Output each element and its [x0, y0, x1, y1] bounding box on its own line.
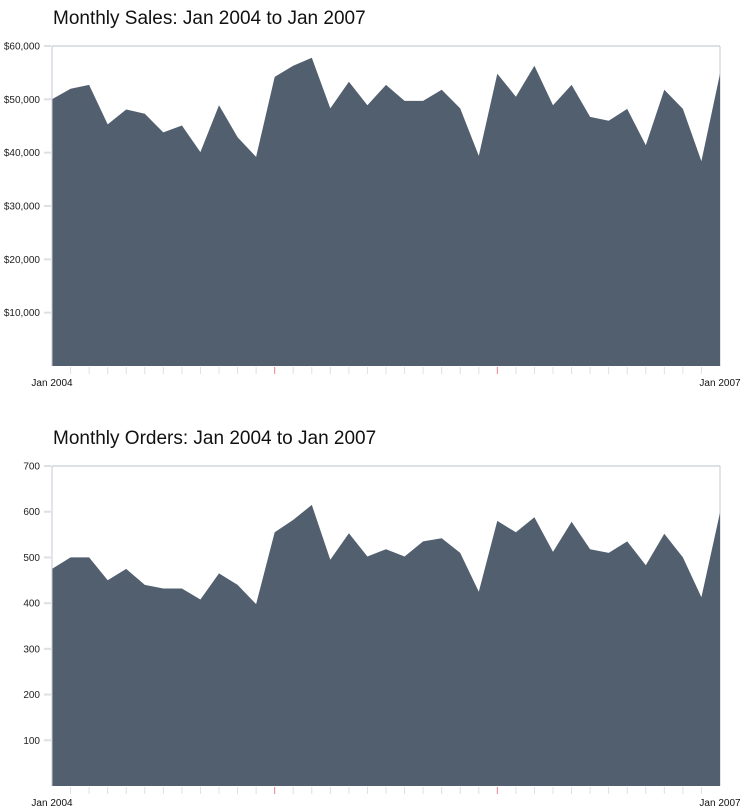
orders-chart: Monthly Orders: Jan 2004 to Jan 2007 100…: [0, 420, 741, 808]
y-tick-label: 500: [23, 553, 40, 564]
orders-chart-plot: 100 200 300 400 500 600 700 Jan 2004 Jan 2007: [23, 462, 741, 808]
y-tick-label: $40,000: [4, 148, 41, 159]
y-tick-label: $50,000: [4, 95, 41, 106]
x-start-label: Jan 2004: [31, 798, 73, 808]
x-end-label: Jan 2007: [699, 798, 741, 808]
y-tick-label: $20,000: [4, 255, 41, 266]
chart-title: Monthly Sales: Jan 2004 to Jan 2007: [53, 8, 366, 29]
y-tick-label: 700: [23, 462, 40, 473]
y-tick-label: 200: [23, 690, 40, 701]
sales-chart: Monthly Sales: Jan 2004 to Jan 2007 $10,…: [0, 0, 741, 400]
y-tick-label: $60,000: [4, 42, 41, 53]
y-tick-label: 600: [23, 507, 40, 518]
y-tick-label: $30,000: [4, 202, 41, 213]
y-tick-label: 100: [23, 736, 40, 747]
x-start-label: Jan 2004: [31, 378, 73, 389]
sales-chart-plot: $10,000 $20,000 $30,000 $40,000 $50,000 $60,0…: [4, 42, 741, 390]
y-tick-label: 300: [23, 644, 40, 655]
area-series: [52, 57, 720, 366]
x-end-label: Jan 2007: [699, 378, 741, 389]
y-tick-label: 400: [23, 599, 40, 610]
area-series: [52, 504, 720, 786]
chart-title: Monthly Orders: Jan 2004 to Jan 2007: [53, 428, 377, 449]
y-tick-label: $10,000: [4, 308, 41, 319]
